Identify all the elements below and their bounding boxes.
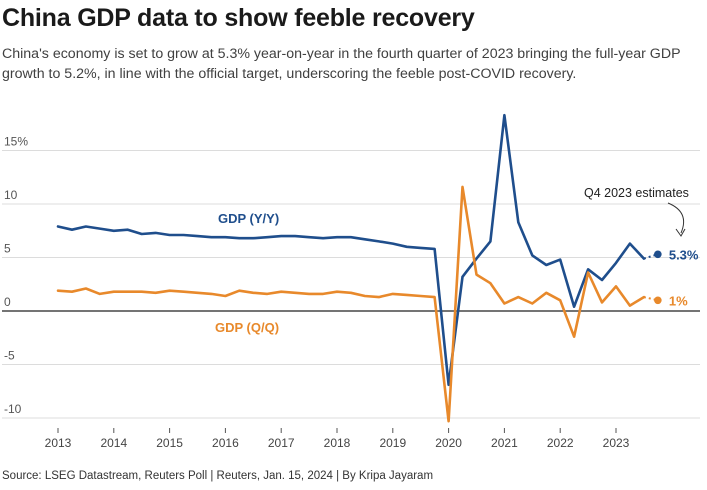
end-value-label-qoq: 1% (669, 293, 688, 308)
series-label-yoy: GDP (Y/Y) (218, 211, 279, 226)
annotation-label: Q4 2023 estimates (584, 186, 689, 200)
x-tick-label: 2016 (212, 436, 239, 450)
x-tick-label: 2014 (100, 436, 127, 450)
x-tick-label: 2017 (268, 436, 295, 450)
source-note: Source: LSEG Datastream, Reuters Poll | … (2, 470, 434, 482)
x-tick-label: 2019 (379, 436, 406, 450)
y-tick-label: -5 (4, 349, 15, 363)
chart-title: China GDP data to show feeble recovery (2, 4, 475, 32)
annotation-arrow-head (675, 228, 686, 237)
x-tick-label: 2021 (491, 436, 518, 450)
series-line-yoy (56, 113, 646, 387)
x-tick-label: 2018 (324, 436, 351, 450)
chart-subtitle: China's economy is set to grow at 5.3% y… (2, 46, 681, 82)
x-tick-label: 2022 (547, 436, 574, 450)
y-tick-label: 5 (4, 242, 11, 256)
y-tick-label: 15% (4, 135, 28, 149)
y-tick-label: 10 (4, 188, 18, 202)
x-tick-label: 2015 (156, 436, 183, 450)
x-tick-label: 2020 (435, 436, 462, 450)
y-tick-label: 0 (4, 295, 11, 309)
estimate-point-qoq (654, 296, 662, 305)
annotation-arrow-line (667, 202, 685, 234)
estimate-point-yoy (654, 250, 662, 259)
series-label-qoq: GDP (Q/Q) (215, 320, 279, 335)
end-value-label-yoy: 5.3% (669, 247, 699, 262)
x-tick-label: 2013 (45, 436, 72, 450)
y-tick-label: -10 (4, 402, 22, 416)
x-tick-label: 2023 (603, 436, 630, 450)
series-line-qoq (56, 185, 646, 423)
